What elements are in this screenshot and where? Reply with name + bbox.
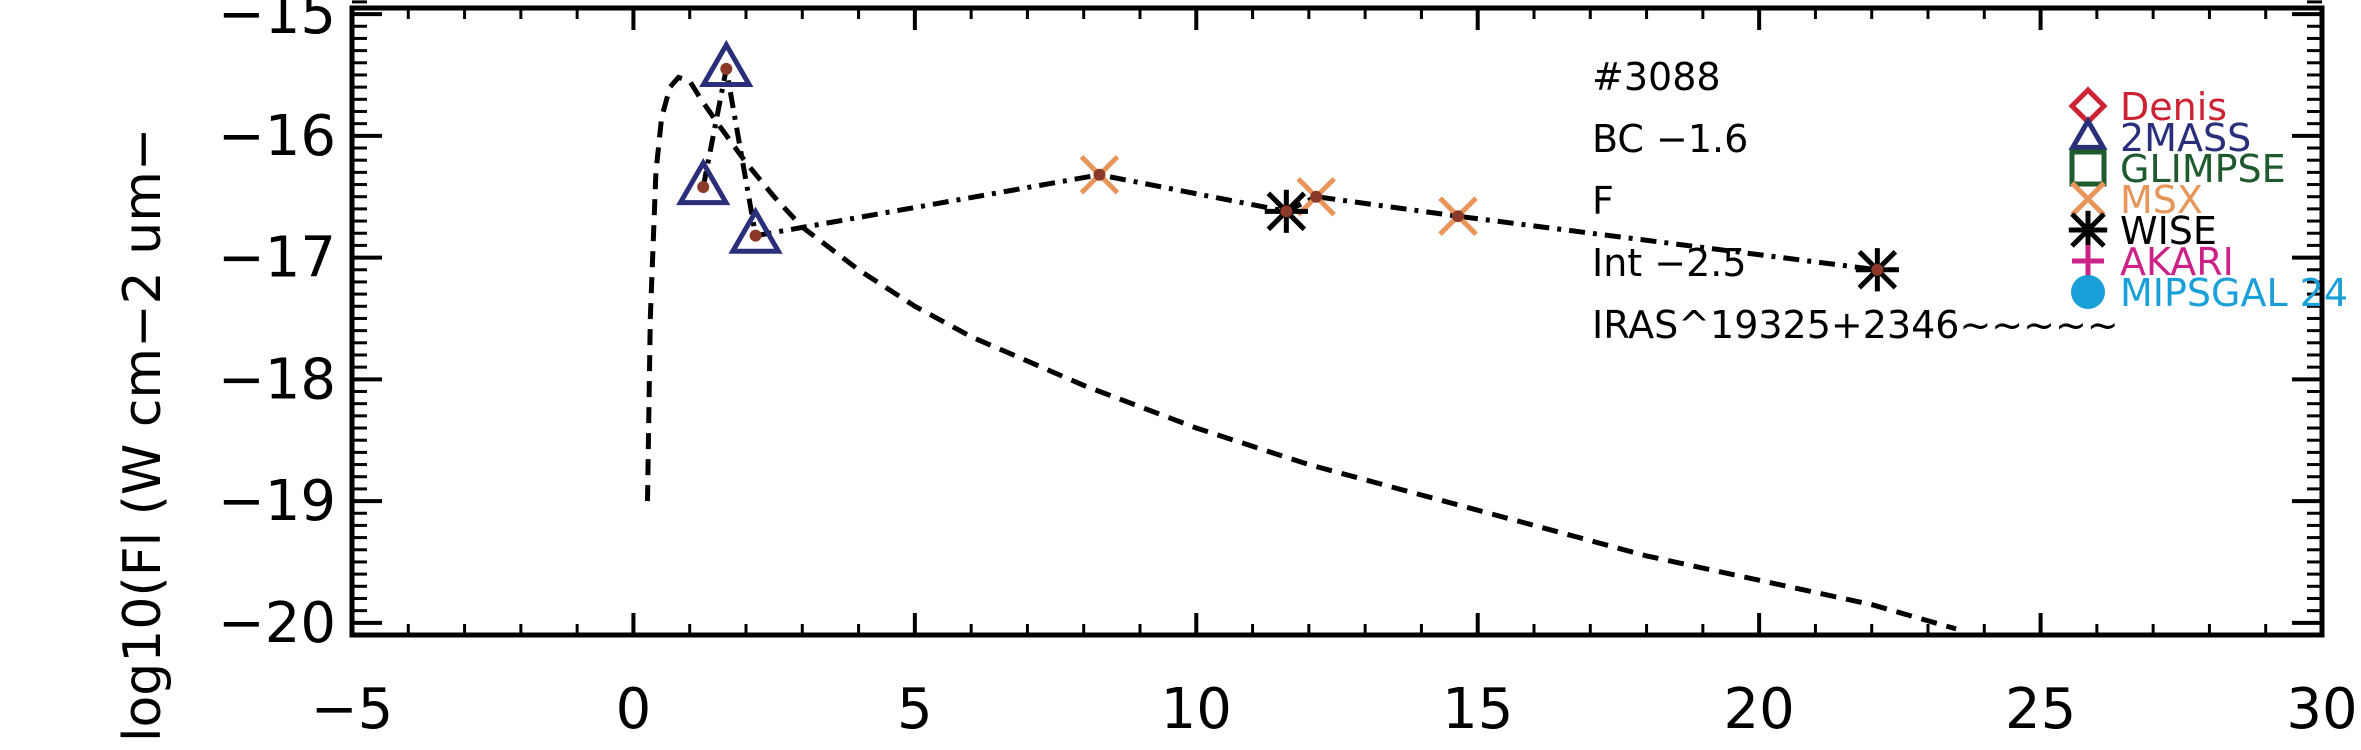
annotation-line: BC −1.6 [1592,117,1748,161]
annotation-line: IRAS^19325+2346~~~~~ [1592,303,2119,347]
model-sed-line [645,74,1957,632]
2mass-point [676,157,731,206]
legend-label: MIPSGAL 24 [2120,271,2348,315]
x-tick-label: −5 [311,677,394,742]
y-tick-label: −16 [218,104,336,169]
legend-marker-glimpse [2069,149,2107,187]
plot-area [349,5,2325,638]
y-tick-label: −19 [218,469,336,534]
wise-point-center [1871,263,1884,276]
msx-point-center [1310,190,1323,203]
legend-marker-msx [2070,181,2106,217]
annotation-line: F [1592,179,1614,223]
2mass-point-center [720,62,733,75]
x-tick-labels: −5 0 5 10 15 20 25 30 [311,677,2358,742]
legend-marker-akari [2072,245,2104,277]
legend-label: Denis [2120,85,2227,129]
y-tick-label: −20 [218,591,336,656]
annotations: #3088 BC −1.6 F Int −2.5 IRAS^19325+2346~~~~… [1592,55,2119,347]
x-tick-label: 25 [2005,677,2076,742]
annotation-line: Int −2.5 [1592,241,1747,285]
lines-layer [645,68,1957,632]
photometry-line [755,172,1878,273]
legend-marker-wise [2068,210,2108,250]
y-tick-labels: −15 −16 −17 −18 −19 −20 [218,0,336,656]
axis-ticks [350,0,2324,637]
annotation-line: #3088 [1592,55,1721,99]
wise-point-center [1280,205,1293,218]
legend-marker-2mass [2068,115,2108,150]
msx-point-center [1452,210,1465,223]
y-tick-label: −17 [218,226,336,291]
photometry-line [700,68,759,237]
y-tick-label: −15 [218,0,336,47]
2mass-point [699,39,754,87]
legend-label: WISE [2120,209,2217,253]
2mass-point-center [697,180,710,193]
points-layer [676,39,1899,292]
legend-marker-mipsgal-24 [2071,275,2105,309]
legend-label: AKARI [2120,240,2234,284]
x-tick-label: 30 [2286,677,2357,742]
x-tick-label: 0 [616,677,652,742]
x-tick-label: 5 [897,677,933,742]
2mass-point-center [749,229,762,242]
x-tick-label: 20 [1724,677,1795,742]
msx-point-center [1093,168,1106,181]
legend-label: GLIMPSE [2120,147,2286,191]
legend-label: 2MASS [2120,116,2251,160]
y-tick-label: −18 [218,347,336,412]
legend-label: MSX [2120,178,2203,222]
y-axis-label: log10(Fl (W cm−2 um− [113,128,173,742]
x-tick-label: 15 [1442,677,1513,742]
2mass-point [728,206,783,254]
x-tick-label: 10 [1161,677,1232,742]
